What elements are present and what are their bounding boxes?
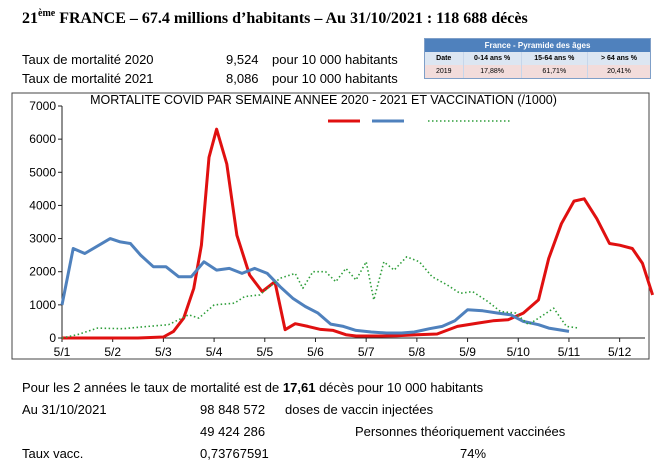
- pyramid-val-0-14: 17,88%: [464, 65, 522, 78]
- chart-title: MORTALITE COVID PAR SEMAINE ANNEE 2020 -…: [90, 93, 557, 107]
- doses-injected-label: doses de vaccin injectées: [285, 402, 434, 417]
- x-tick-label: 5/2: [104, 345, 121, 359]
- y-tick-label: 7000: [29, 99, 56, 113]
- series-line-3: [61, 256, 580, 339]
- stat-unit-2021: pour 10 000 habitants: [272, 71, 398, 86]
- vaccination-date-label: Au 31/10/2021: [22, 402, 107, 417]
- x-tick-label: 5/9: [459, 345, 476, 359]
- y-tick-label: 0: [49, 331, 56, 345]
- series-line-1: [62, 127, 655, 340]
- two-year-rate-suffix: décès pour 10 000 habitants: [319, 380, 484, 395]
- x-tick-label: 5/4: [206, 345, 223, 359]
- two-year-rate-value: 17,61: [282, 380, 316, 395]
- x-tick-label: 5/7: [358, 345, 375, 359]
- pyramid-header-row: Date 0-14 ans % 15-64 ans % > 64 ans %: [425, 52, 650, 65]
- x-tick-label: 5/8: [409, 345, 426, 359]
- x-tick-label: 5/12: [608, 345, 632, 359]
- y-tick-label: 6000: [29, 132, 56, 146]
- two-year-rate-line: Pour les 2 années le taux de mortalité e…: [22, 380, 483, 395]
- vaccination-rate-percent: 74%: [460, 446, 487, 461]
- stat-value-2021: 8,086: [226, 71, 259, 86]
- pyramid-col-date: Date: [425, 52, 464, 65]
- x-tick-label: 5/10: [507, 345, 531, 359]
- stat-label-2020: Taux de mortalité 2020: [22, 52, 154, 67]
- y-tick-label: 4000: [29, 198, 56, 212]
- age-pyramid-table: France - Pyramide des âges Date 0-14 ans…: [424, 38, 651, 79]
- pyramid-val-15-64: 61,71%: [522, 65, 588, 78]
- y-tick-label: 3000: [29, 232, 56, 246]
- series-line-2: [60, 237, 570, 335]
- pyramid-val-date: 2019: [425, 65, 464, 78]
- title-rank-suffix: ème: [38, 8, 56, 19]
- covid-weekly-mortality-chart: MORTALITE COVID PAR SEMAINE ANNEE 2020 -…: [11, 92, 655, 360]
- pyramid-col-64plus: > 64 ans %: [600, 55, 637, 62]
- title-rank: 21: [22, 10, 38, 27]
- vaccination-rate-value: 0,73767591: [200, 446, 269, 461]
- x-tick-label: 5/3: [155, 345, 172, 359]
- vaccination-rate-label: Taux vacc.: [22, 446, 84, 461]
- x-tick-label: 5/6: [307, 345, 324, 359]
- pyramid-col-0-14: 0-14 ans %: [464, 52, 522, 65]
- pyramid-title: France - Pyramide des âges: [425, 39, 650, 52]
- doses-injected-value: 98 848 572: [200, 402, 266, 417]
- x-tick-label: 5/5: [256, 345, 273, 359]
- y-tick-label: 1000: [29, 298, 56, 312]
- chart-frame: [11, 92, 650, 360]
- stat-label-2021: Taux de mortalité 2021: [22, 71, 154, 86]
- pyramid-val-64plus: 20,41%: [607, 68, 631, 75]
- pyramid-col-15-64: 15-64 ans %: [522, 52, 588, 65]
- persons-vaccinated-label: Personnes théoriquement vaccinées: [355, 424, 566, 439]
- page-title: 21ème FRANCE – 67.4 millions d’habitants…: [22, 8, 528, 28]
- stat-value-2020: 9,524: [226, 52, 259, 67]
- two-year-rate-prefix: Pour les 2 années le taux de mortalité e…: [22, 380, 280, 395]
- pyramid-value-row: 2019 17,88% 61,71% 20,41%: [425, 65, 650, 78]
- title-text: FRANCE – 67.4 millions d’habitants – Au …: [59, 10, 528, 27]
- persons-vaccinated-value: 49 424 286: [200, 424, 266, 439]
- y-tick-label: 5000: [29, 165, 56, 179]
- x-tick-label: 5/1: [54, 345, 71, 359]
- x-tick-label: 5/11: [558, 345, 581, 359]
- y-tick-label: 2000: [29, 265, 56, 279]
- stat-unit-2020: pour 10 000 habitants: [272, 52, 398, 67]
